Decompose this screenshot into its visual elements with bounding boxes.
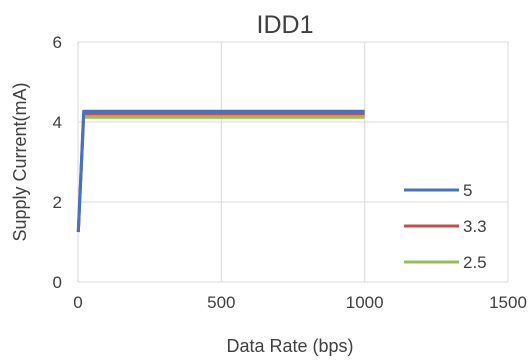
y-tick-label-3: 6 [53, 33, 62, 52]
series-line-0 [76, 109, 365, 233]
legend-label-1: 3.3 [463, 217, 487, 236]
x-axis-ticks: 0 500 1000 1500 [73, 293, 527, 312]
y-tick-label-0: 0 [53, 273, 62, 292]
x-tick-label-1: 500 [207, 293, 235, 312]
legend-label-2: 2.5 [463, 253, 487, 272]
x-tick-label-0: 0 [73, 293, 82, 312]
legend: 5 3.3 2.5 [404, 181, 487, 272]
y-tick-label-1: 2 [53, 193, 62, 212]
plot-border [77, 41, 509, 283]
series-lines [76, 109, 365, 233]
x-tick-label-3: 1500 [489, 293, 527, 312]
x-axis-label: Data Rate (bps) [226, 336, 353, 356]
gridlines [77, 41, 509, 283]
chart-title: IDD1 [257, 11, 314, 39]
plot-area [77, 41, 509, 283]
y-axis-ticks: 0 2 4 6 [53, 33, 62, 292]
x-tick-label-2: 1000 [346, 293, 384, 312]
y-tick-label-2: 4 [53, 113, 62, 132]
legend-label-0: 5 [463, 181, 472, 200]
y-axis-label: Supply Current(mA) [10, 82, 30, 241]
